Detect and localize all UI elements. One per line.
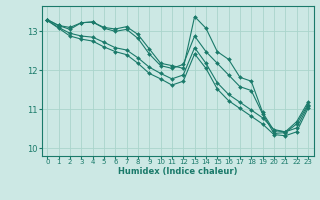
X-axis label: Humidex (Indice chaleur): Humidex (Indice chaleur) xyxy=(118,167,237,176)
